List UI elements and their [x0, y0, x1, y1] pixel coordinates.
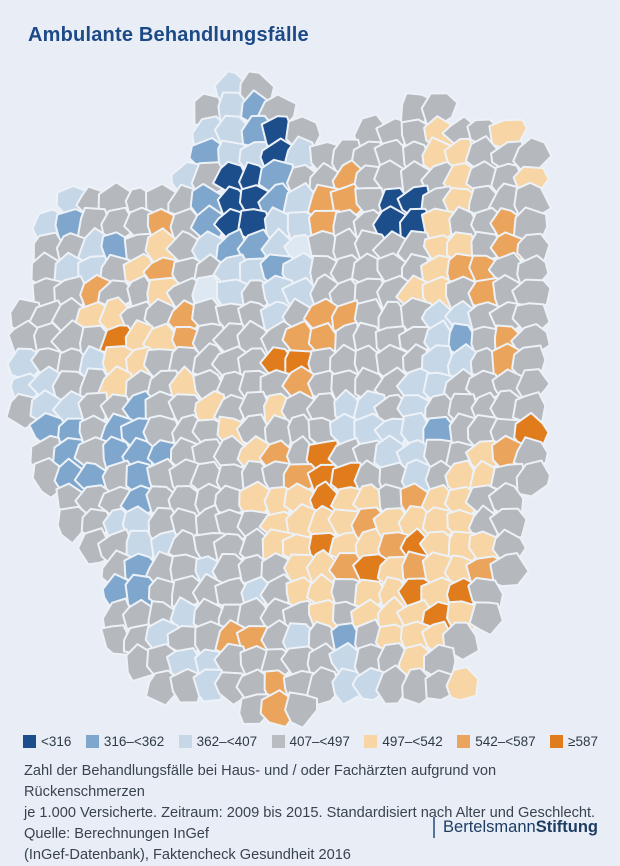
legend-item-2: 362–<407	[178, 734, 258, 749]
legend-item-3: 407–<497	[271, 734, 350, 749]
legend-label: 542–<587	[475, 734, 536, 749]
germany-choropleth-map	[5, 70, 553, 729]
legend-label: ≥587	[568, 734, 598, 749]
legend-item-5: 542–<587	[457, 734, 536, 749]
caption-line-description-1: Zahl der Behandlungsfälle bei Haus- und …	[24, 763, 497, 800]
legend-swatch-icon	[457, 735, 471, 748]
brand-logo: BertelsmannStiftung	[433, 817, 598, 838]
brand-name: BertelsmannStiftung	[443, 818, 598, 837]
legend-item-1: 316–<362	[85, 734, 165, 749]
caption-block: Zahl der Behandlungsfälle bei Haus- und …	[24, 761, 599, 866]
legend-label: <316	[41, 734, 72, 749]
legend: <316 316–<362 362–<407 407–<497 497–<542…	[23, 734, 598, 749]
legend-label: 316–<362	[103, 734, 165, 749]
legend-item-0: <316	[23, 734, 71, 749]
legend-label: 362–<407	[196, 734, 258, 749]
page-title: Ambulante Behandlungsfälle	[28, 24, 309, 46]
legend-item-4: 497–<542	[364, 734, 443, 749]
caption-line-source-2: (InGef-Datenbank), Faktencheck Gesundhei…	[24, 847, 351, 863]
brand-name-regular: Bertelsmann	[443, 818, 536, 836]
legend-label: 407–<497	[289, 734, 350, 749]
legend-swatch-icon	[550, 735, 564, 748]
brand-name-bold: Stiftung	[535, 818, 598, 836]
legend-swatch-icon	[178, 735, 192, 748]
caption-line-source-1: Quelle: Berechnungen InGef	[24, 826, 209, 842]
legend-swatch-icon	[85, 735, 99, 748]
legend-item-6: ≥587	[550, 734, 598, 749]
brand-separator-bar	[433, 817, 436, 838]
legend-swatch-icon	[271, 735, 285, 748]
legend-swatch-icon	[23, 735, 36, 748]
legend-label: 497–<542	[382, 734, 443, 749]
caption-line-description-2: je 1.000 Versicherte. Zeitraum: 2009 bis…	[24, 805, 596, 821]
legend-swatch-icon	[364, 735, 378, 748]
